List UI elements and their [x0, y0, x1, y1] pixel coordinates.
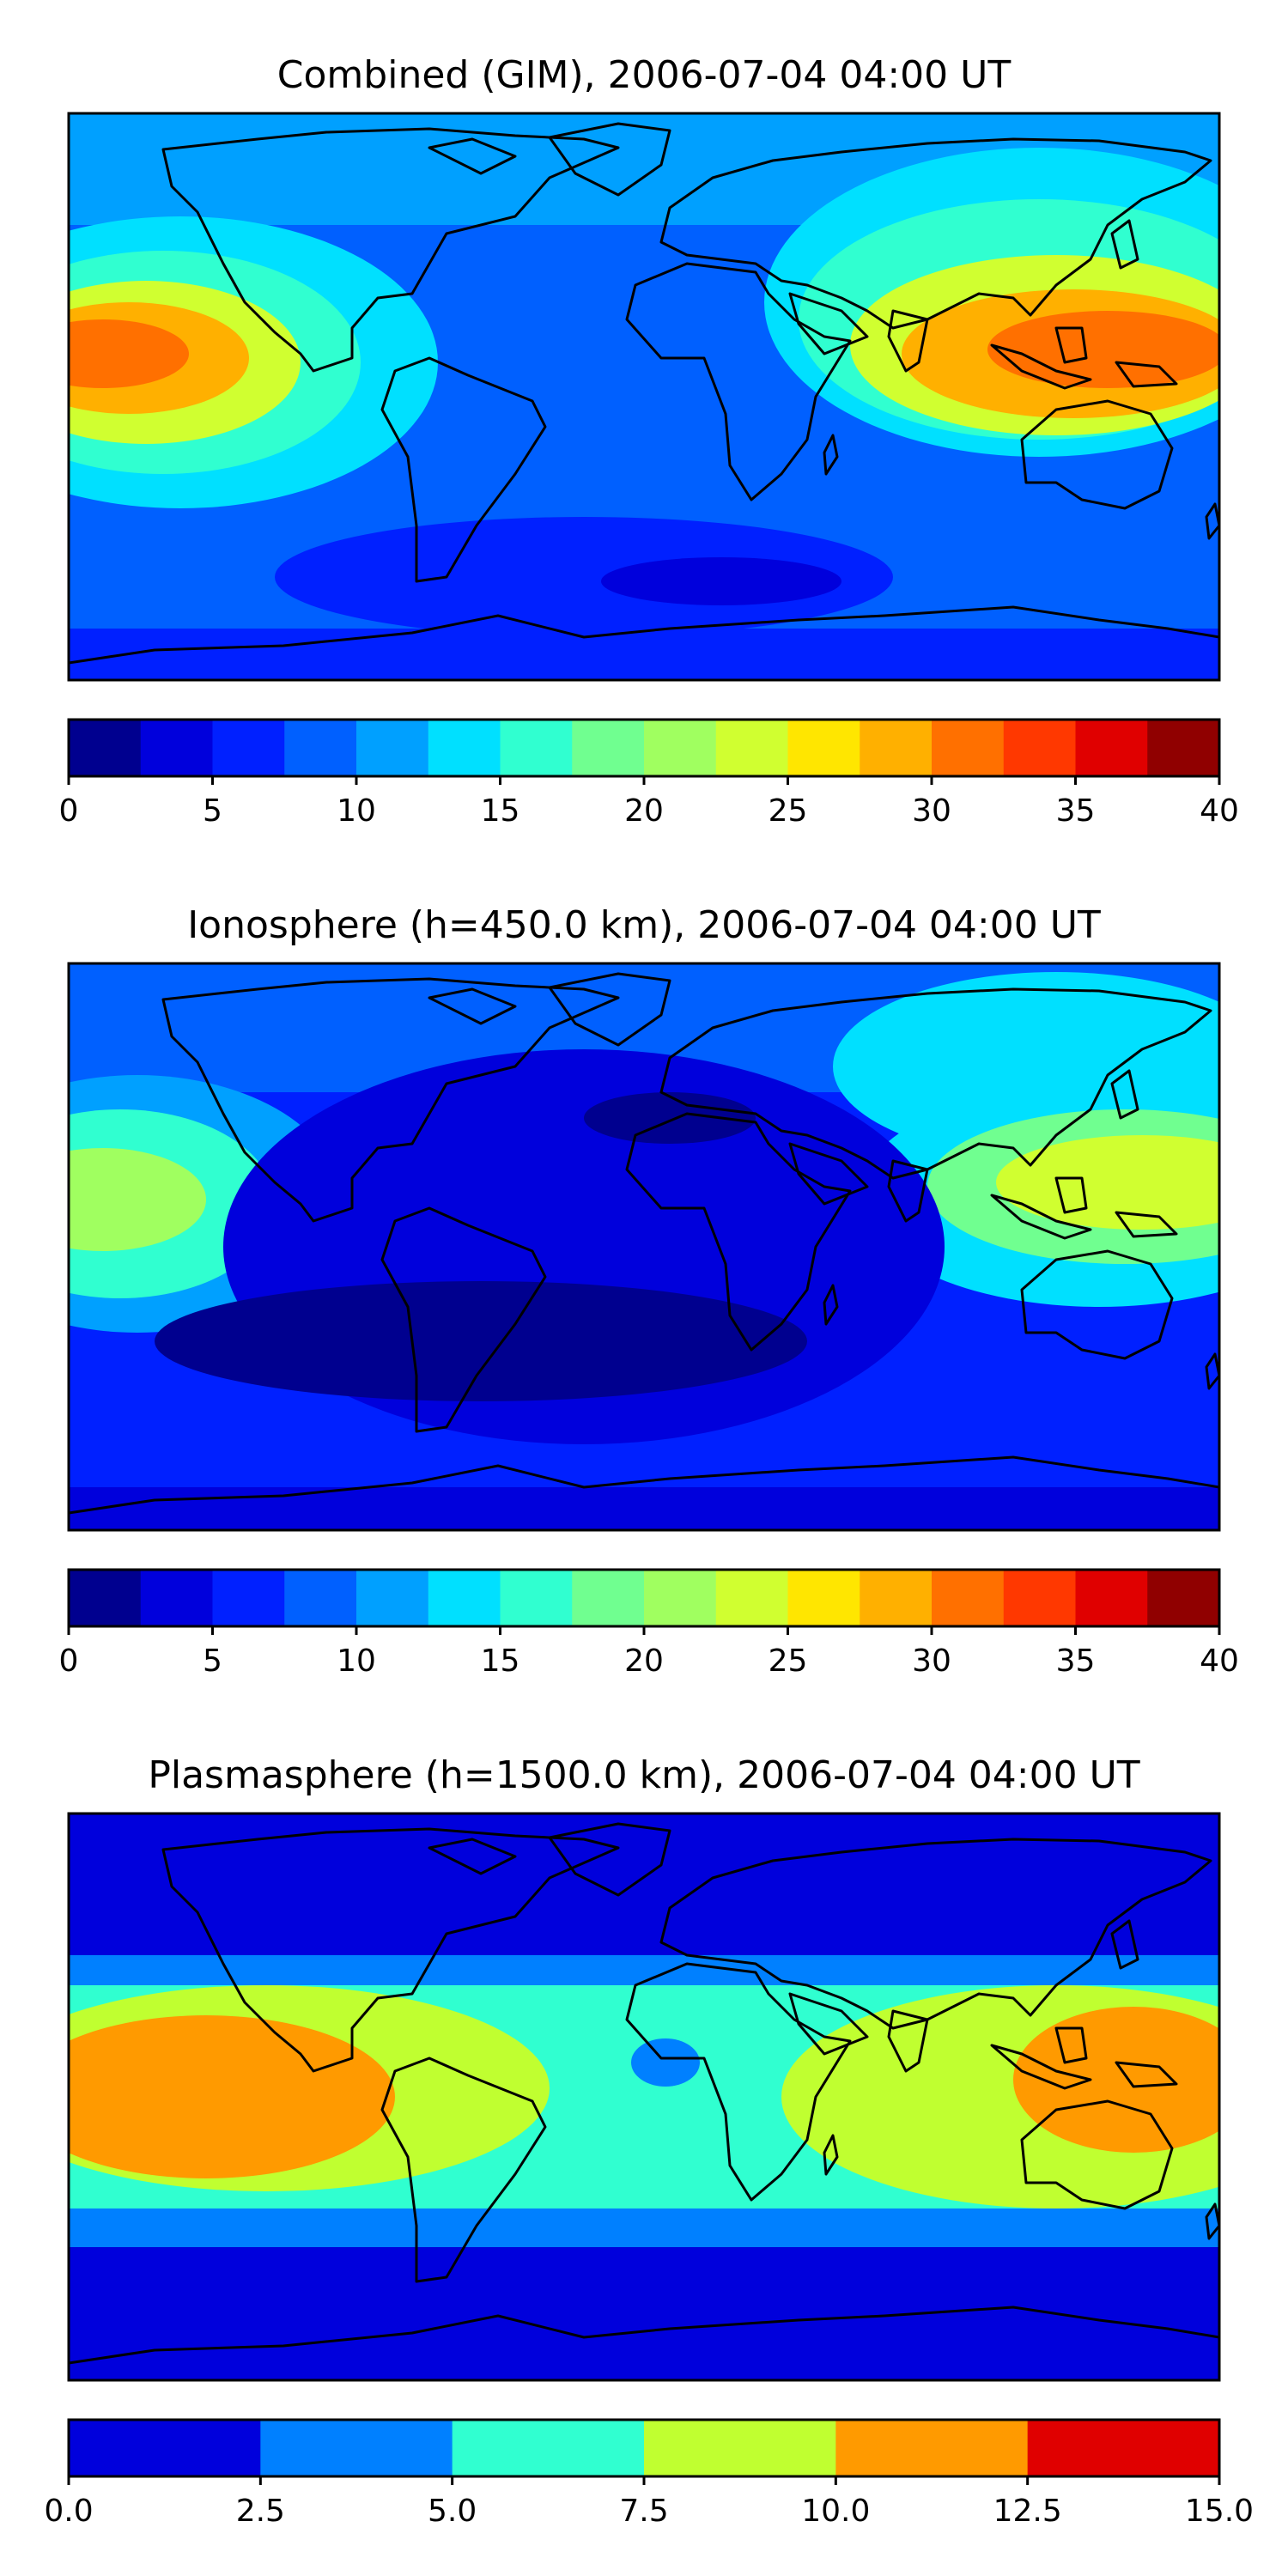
tec-field	[69, 113, 1219, 680]
tec-field	[69, 1814, 1219, 2380]
panel-ionosphere: Ionosphere (h=450.0 km), 2006-07-04 04:0…	[59, 903, 1239, 1679]
colorbar-bin	[1075, 720, 1148, 776]
colorbar-bin	[140, 720, 213, 776]
colorbar-bin	[69, 720, 142, 776]
colorbar-bin	[1027, 2420, 1220, 2476]
map-frame	[67, 112, 1221, 682]
colorbar-tick-label: 2.5	[236, 2494, 285, 2529]
colorbar-tick-label: 30	[912, 1643, 951, 1679]
panel-title: Plasmasphere (h=1500.0 km), 2006-07-04 0…	[148, 1753, 1139, 1797]
colorbar-bin	[69, 2420, 261, 2476]
colorbar: 0 5 10 15 20 25 30 35 40	[59, 1568, 1239, 1679]
colorbar-bin	[212, 1570, 285, 1626]
colorbar-tick-label: 15.0	[1185, 2494, 1254, 2529]
colorbar-bin	[1147, 1570, 1220, 1626]
colorbar-tick-label: 20	[624, 1643, 664, 1679]
colorbar-tick-label: 15	[481, 793, 520, 829]
colorbar-bin	[932, 720, 1005, 776]
colorbar-bin	[284, 720, 357, 776]
colorbar-tick-label: 0.0	[44, 2494, 93, 2529]
colorbar-bin	[715, 1570, 788, 1626]
colorbar-bin	[572, 1570, 645, 1626]
colorbar-bin	[644, 1570, 717, 1626]
colorbar-bin	[787, 1570, 860, 1626]
colorbar-tick-label: 5.0	[428, 2494, 477, 2529]
colorbar-tick-label: 5	[203, 1643, 222, 1679]
colorbar-bin	[644, 720, 717, 776]
colorbar-bin	[500, 1570, 573, 1626]
colorbar-tick-label: 5	[203, 793, 222, 829]
colorbar-tick-label: 40	[1200, 793, 1239, 829]
map	[67, 962, 1221, 1532]
map	[67, 1812, 1221, 2382]
colorbar-tick-label: 25	[769, 1643, 808, 1679]
colorbar-bin	[500, 720, 573, 776]
tec-field	[69, 963, 1219, 1530]
map	[67, 112, 1221, 682]
colorbar-tick-label: 12.5	[993, 2494, 1062, 2529]
colorbar-tick-label: 10	[337, 1643, 376, 1679]
colorbar-bin	[572, 720, 645, 776]
map-frame	[67, 962, 1221, 1532]
colorbar-tick-label: 0	[59, 793, 79, 829]
colorbar-bin	[787, 720, 860, 776]
colorbar-bin	[140, 1570, 213, 1626]
colorbar: 0.0 2.5 5.0 7.5 10.0 12.5 15.0	[44, 2418, 1254, 2529]
panel-title: Ionosphere (h=450.0 km), 2006-07-04 04:0…	[187, 903, 1101, 947]
colorbar-tick-label: 15	[481, 1643, 520, 1679]
colorbar-bin	[860, 720, 933, 776]
map-frame	[67, 1812, 1221, 2382]
panel-combined: Combined (GIM), 2006-07-04 04:00 UT 0 5 10…	[59, 53, 1239, 829]
colorbar-tick-label: 25	[769, 793, 808, 829]
colorbar-tick-label: 30	[912, 793, 951, 829]
colorbar-bin	[835, 2420, 1029, 2476]
colorbar-bin	[1003, 1570, 1076, 1626]
colorbar-bin	[260, 2420, 453, 2476]
colorbar-bin	[284, 1570, 357, 1626]
colorbar-bin	[860, 1570, 933, 1626]
colorbar-tick-label: 40	[1200, 1643, 1239, 1679]
colorbar-bin	[644, 2420, 836, 2476]
colorbar-bin	[212, 720, 285, 776]
panel-title: Combined (GIM), 2006-07-04 04:00 UT	[277, 53, 1012, 97]
colorbar-tick-label: 20	[624, 793, 664, 829]
colorbar-tick-label: 10	[337, 793, 376, 829]
colorbar-bin	[1075, 1570, 1148, 1626]
colorbar-bin	[452, 2420, 645, 2476]
colorbar-tick-label: 35	[1056, 793, 1096, 829]
colorbar-bin	[1147, 720, 1220, 776]
panel-plasmasphere: Plasmasphere (h=1500.0 km), 2006-07-04 0…	[44, 1753, 1254, 2529]
colorbar-bin	[715, 720, 788, 776]
colorbar-bin	[428, 1570, 501, 1626]
colorbar-tick-label: 10.0	[801, 2494, 870, 2529]
colorbar-tick-label: 0	[59, 1643, 79, 1679]
colorbar-bin	[428, 720, 501, 776]
colorbar: 0 5 10 15 20 25 30 35 40	[59, 718, 1239, 829]
colorbar-bin	[356, 720, 429, 776]
colorbar-bin	[69, 1570, 142, 1626]
colorbar-bin	[356, 1570, 429, 1626]
colorbar-tick-label: 35	[1056, 1643, 1096, 1679]
colorbar-tick-label: 7.5	[619, 2494, 668, 2529]
colorbar-bin	[1003, 720, 1076, 776]
colorbar-bin	[932, 1570, 1005, 1626]
